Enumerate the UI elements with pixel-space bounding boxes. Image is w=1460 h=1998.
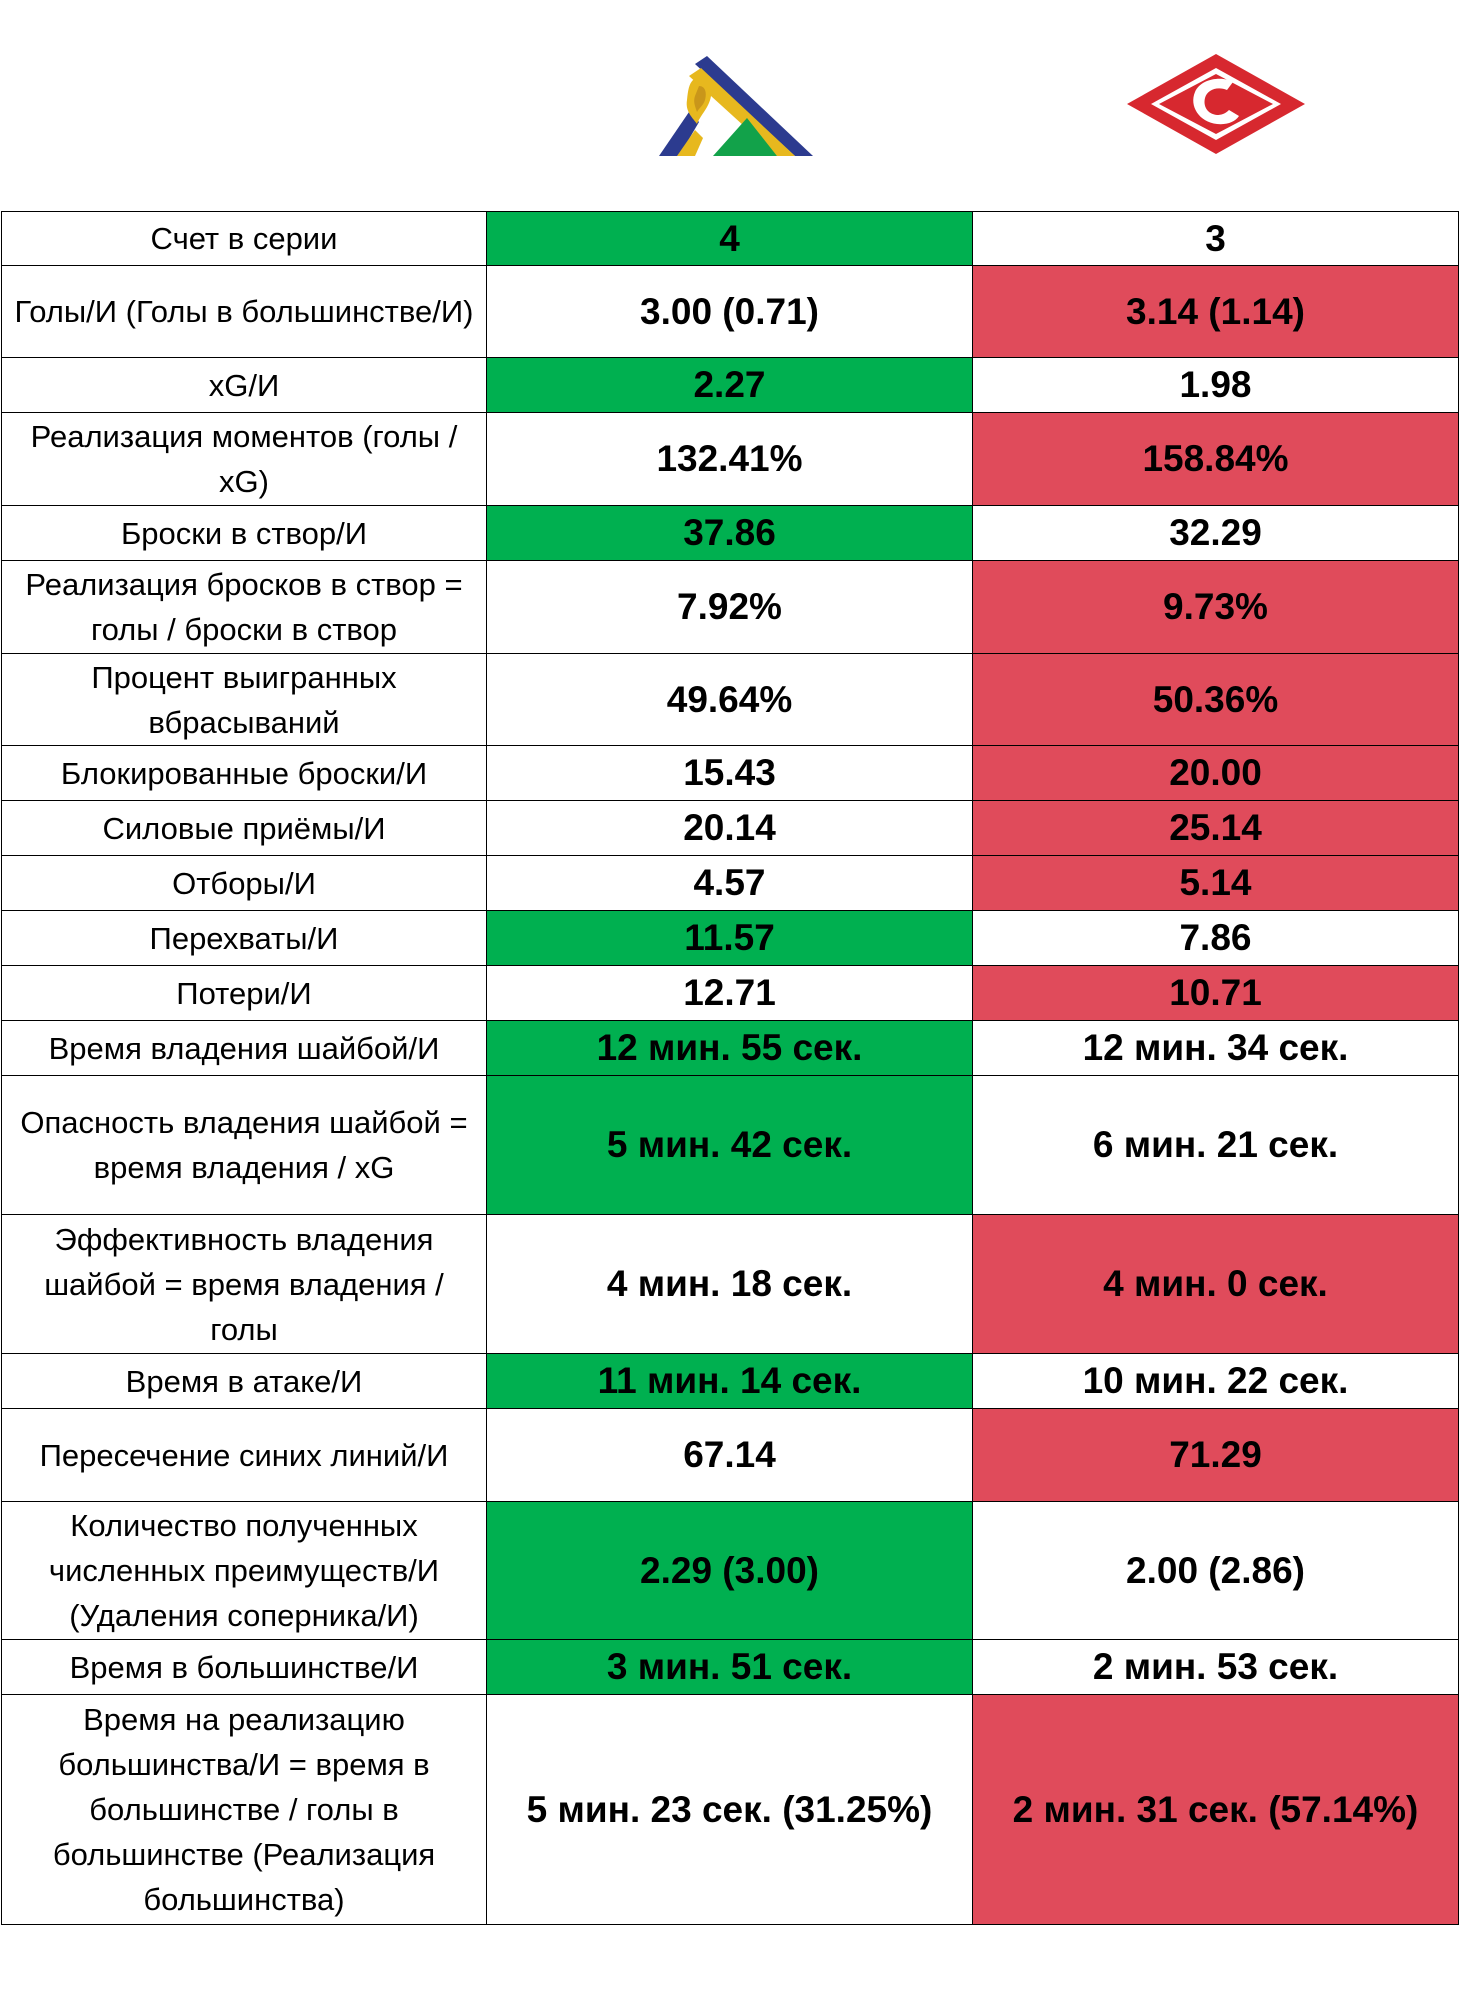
stat-row: Эффективность владения шайбой = время вл… — [1, 1214, 1459, 1354]
stat-label: Блокированные броски/И — [1, 745, 487, 801]
home-value: 20.14 — [486, 800, 973, 856]
stat-label: Пересечение синих линий/И — [1, 1408, 487, 1502]
stat-label: Потери/И — [1, 965, 487, 1021]
home-value: 49.64% — [486, 653, 973, 746]
stat-label: Голы/И (Голы в большинстве/И) — [1, 265, 487, 358]
stat-row: Время владения шайбой/И 12 мин. 55 сек. 12… — [1, 1020, 1459, 1076]
stat-row: Пересечение синих линий/И 67.14 71.29 — [1, 1408, 1459, 1502]
away-value: 25.14 — [972, 800, 1459, 856]
home-value: 11 мин. 14 сек. — [486, 1353, 973, 1409]
home-value: 37.86 — [486, 505, 973, 561]
away-value: 158.84% — [972, 412, 1459, 506]
stat-label: Счет в серии — [1, 211, 487, 266]
stat-label: Время в большинстве/И — [1, 1639, 487, 1695]
away-value: 10 мин. 22 сек. — [972, 1353, 1459, 1409]
stat-label: Перехваты/И — [1, 910, 487, 966]
home-value: 5 мин. 42 сек. — [486, 1075, 973, 1215]
comparison-table-body: Счет в серии 4 3 Голы/И (Голы в большинстве… — [1, 211, 1459, 1925]
away-value: 10.71 — [972, 965, 1459, 1021]
salavat-yulaev-logo — [659, 56, 813, 156]
away-value: 2 мин. 53 сек. — [972, 1639, 1459, 1695]
home-value: 2.29 (3.00) — [486, 1501, 973, 1640]
stat-label: Эффективность владения шайбой = время вл… — [1, 1214, 487, 1354]
home-value: 11.57 — [486, 910, 973, 966]
away-value: 4 мин. 0 сек. — [972, 1214, 1459, 1354]
home-value: 5 мин. 23 сек. (31.25%) — [486, 1694, 973, 1925]
stat-row: Перехваты/И 11.57 7.86 — [1, 910, 1459, 966]
away-value: 71.29 — [972, 1408, 1459, 1502]
stat-row: Опасность владения шайбой = время владен… — [1, 1075, 1459, 1215]
stat-row: Время на реализацию большинства/И = врем… — [1, 1694, 1459, 1925]
stat-row: Реализация бросков в створ = голы / брос… — [1, 560, 1459, 654]
away-value: 1.98 — [972, 357, 1459, 413]
stat-row: Количество полученных численных преимуще… — [1, 1501, 1459, 1640]
stat-label: Реализация моментов (голы / xG) — [1, 412, 487, 506]
away-value: 7.86 — [972, 910, 1459, 966]
stat-row: Блокированные броски/И 15.43 20.00 — [1, 745, 1459, 801]
stat-label: Силовые приёмы/И — [1, 800, 487, 856]
away-value: 2 мин. 31 сек. (57.14%) — [972, 1694, 1459, 1925]
stat-row: Отборы/И 4.57 5.14 — [1, 855, 1459, 911]
stat-row: Броски в створ/И 37.86 32.29 — [1, 505, 1459, 561]
logos-header — [0, 0, 1460, 210]
stat-row: Процент выигранных вбрасываний 49.64% 50.3… — [1, 653, 1459, 746]
home-value: 12 мин. 55 сек. — [486, 1020, 973, 1076]
away-value: 3 — [972, 211, 1459, 266]
stat-label: Броски в створ/И — [1, 505, 487, 561]
stat-label: xG/И — [1, 357, 487, 413]
home-value: 132.41% — [486, 412, 973, 506]
away-value: 3.14 (1.14) — [972, 265, 1459, 358]
stat-label: Процент выигранных вбрасываний — [1, 653, 487, 746]
away-value: 5.14 — [972, 855, 1459, 911]
stat-row: xG/И 2.27 1.98 — [1, 357, 1459, 413]
away-value: 9.73% — [972, 560, 1459, 654]
comparison-table: Счет в серии 4 3 Голы/И (Голы в большинстве… — [1, 211, 1459, 1925]
spartak-logo — [1127, 54, 1305, 154]
away-value: 12 мин. 34 сек. — [972, 1020, 1459, 1076]
home-value: 4.57 — [486, 855, 973, 911]
stat-row: Счет в серии 4 3 — [1, 211, 1459, 266]
stat-row: Время в атаке/И 11 мин. 14 сек. 10 мин. 22… — [1, 1353, 1459, 1409]
away-value: 32.29 — [972, 505, 1459, 561]
away-value: 50.36% — [972, 653, 1459, 746]
away-value: 6 мин. 21 сек. — [972, 1075, 1459, 1215]
away-value: 2.00 (2.86) — [972, 1501, 1459, 1640]
stat-row: Потери/И 12.71 10.71 — [1, 965, 1459, 1021]
stat-label: Время на реализацию большинства/И = врем… — [1, 1694, 487, 1925]
home-value: 7.92% — [486, 560, 973, 654]
home-value: 12.71 — [486, 965, 973, 1021]
home-value: 67.14 — [486, 1408, 973, 1502]
stat-row: Реализация моментов (голы / xG) 132.41% 15… — [1, 412, 1459, 506]
home-value: 4 мин. 18 сек. — [486, 1214, 973, 1354]
stat-row: Голы/И (Голы в большинстве/И) 3.00 (0.71)… — [1, 265, 1459, 358]
stat-label: Количество полученных численных преимуще… — [1, 1501, 487, 1640]
home-value: 4 — [486, 211, 973, 266]
home-value: 15.43 — [486, 745, 973, 801]
away-value: 20.00 — [972, 745, 1459, 801]
stat-label: Отборы/И — [1, 855, 487, 911]
stat-label: Время в атаке/И — [1, 1353, 487, 1409]
home-value: 3.00 (0.71) — [486, 265, 973, 358]
stat-row: Время в большинстве/И 3 мин. 51 сек. 2 мин… — [1, 1639, 1459, 1695]
stat-label: Опасность владения шайбой = время владен… — [1, 1075, 487, 1215]
home-value: 3 мин. 51 сек. — [486, 1639, 973, 1695]
stat-label: Время владения шайбой/И — [1, 1020, 487, 1076]
stat-row: Силовые приёмы/И 20.14 25.14 — [1, 800, 1459, 856]
home-value: 2.27 — [486, 357, 973, 413]
stat-label: Реализация бросков в створ = голы / брос… — [1, 560, 487, 654]
